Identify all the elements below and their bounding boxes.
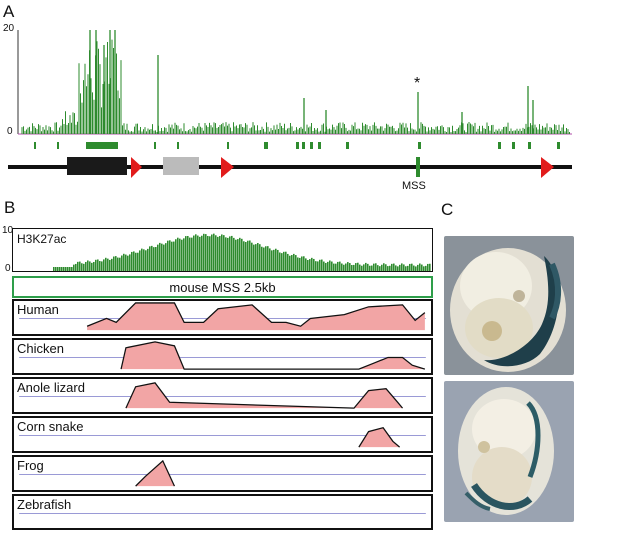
species-track: Frog bbox=[12, 455, 433, 492]
species-label: Frog bbox=[17, 458, 46, 473]
h3k27ac-title: H3K27ac bbox=[17, 232, 67, 246]
chip-signal-track bbox=[21, 30, 570, 134]
species-track: Zebrafish bbox=[12, 494, 433, 530]
feature-dashes bbox=[34, 142, 560, 149]
region-label: mouse MSS 2.5kb bbox=[169, 280, 276, 295]
panel-c-letter: C bbox=[441, 200, 454, 219]
species-track: Chicken bbox=[12, 338, 433, 375]
panel-b-letter: B bbox=[4, 198, 16, 217]
h3k27ac-track-box: H3K27ac bbox=[12, 228, 433, 272]
conservation-plot bbox=[19, 341, 426, 370]
species-track: Anole lizard bbox=[12, 377, 433, 414]
species-track: Human bbox=[12, 299, 433, 336]
embryo-photo-top bbox=[444, 236, 574, 375]
panel-a-ymax: 20 bbox=[3, 23, 15, 34]
species-track: Corn snake bbox=[12, 416, 433, 453]
panel-a-ymin: 0 bbox=[7, 126, 13, 137]
panel-a-letter: A bbox=[3, 2, 15, 21]
species-label: Human bbox=[17, 302, 61, 317]
panel-a-track bbox=[8, 30, 572, 178]
h3k27ac-histogram bbox=[53, 233, 431, 271]
arrow-marker-2 bbox=[221, 157, 234, 178]
panel-b-ymin: 0 bbox=[5, 263, 11, 274]
embryo-photo-bottom bbox=[444, 381, 574, 522]
conservation-plot bbox=[19, 512, 426, 514]
species-label: Chicken bbox=[17, 341, 66, 356]
mss-locus-mark bbox=[416, 157, 420, 177]
species-label: Zebrafish bbox=[17, 497, 74, 512]
mouse-mss-region-box: mouse MSS 2.5kb bbox=[12, 276, 433, 298]
species-label: Anole lizard bbox=[17, 380, 87, 395]
arrow-marker-3 bbox=[541, 157, 554, 178]
conservation-plot bbox=[19, 459, 426, 487]
grey-exon bbox=[163, 157, 199, 175]
panel-b-ymax: 10 bbox=[2, 225, 14, 236]
dark-exon bbox=[67, 157, 127, 175]
arrow-marker-1 bbox=[131, 157, 142, 178]
conservation-plot bbox=[19, 382, 426, 409]
species-label: Corn snake bbox=[17, 419, 86, 434]
conservation-plot bbox=[19, 426, 426, 448]
mss-label: MSS bbox=[402, 180, 426, 192]
peak-asterisk: * bbox=[414, 75, 421, 92]
conservation-plot bbox=[19, 302, 426, 331]
